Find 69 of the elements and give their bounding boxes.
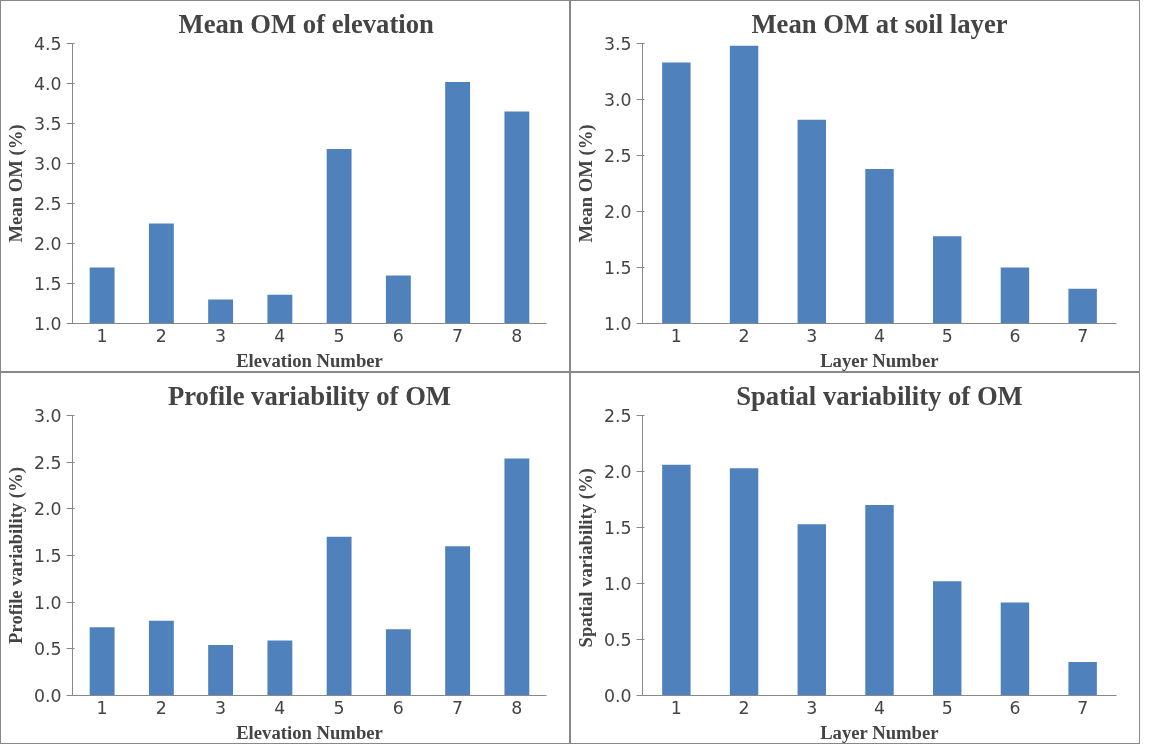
x-tick-label: 6 [1009, 697, 1021, 718]
y-tick-label: 2.5 [33, 194, 62, 214]
x-tick-label: 4 [274, 325, 286, 346]
chart-title: Mean OM at soil layer [751, 8, 1008, 39]
x-tick-label: 6 [1009, 325, 1021, 346]
x-tick-label: 5 [941, 697, 953, 718]
x-tick-label: 3 [215, 697, 227, 718]
chart-title: Profile variability of OM [167, 380, 452, 411]
x-tick-label: 2 [155, 697, 167, 718]
chart-title: Spatial variability of OM [736, 380, 1023, 411]
x-tick-label: 7 [1077, 325, 1089, 346]
y-tick-label: 1.5 [603, 518, 632, 538]
x-tick-label: 2 [738, 697, 750, 718]
y-tick-label: 1.0 [603, 314, 632, 334]
x-tick-label: 5 [333, 697, 345, 718]
x-tick-label: 7 [452, 325, 464, 346]
x-tick-label: 1 [670, 697, 682, 718]
x-tick-label: 6 [392, 325, 404, 346]
x-tick-label: 4 [873, 325, 886, 346]
x-tick-label: 7 [452, 697, 464, 718]
y-tick-label: 0.5 [603, 630, 632, 650]
y-tick-label: 3.5 [33, 114, 62, 134]
x-tick-label: 3 [215, 325, 227, 346]
y-tick-label: 2.0 [33, 234, 62, 254]
y-tick-label: 3.5 [603, 34, 632, 54]
y-axis-title: Spatial variability (%) [574, 468, 597, 648]
x-tick-label: 8 [511, 697, 523, 718]
x-tick-label: 3 [806, 325, 818, 346]
chart-title: Mean OM of elevation [178, 8, 435, 39]
y-axis-title: Mean OM (%) [574, 124, 597, 243]
x-axis-title: Elevation Number [236, 721, 383, 743]
y-axis-title: Mean OM (%) [4, 124, 27, 243]
y-tick-label: 2.0 [603, 202, 632, 222]
y-tick-label: 2.0 [33, 499, 62, 520]
y-tick-label: 3.0 [33, 154, 62, 174]
y-tick-label: 2.5 [603, 146, 632, 166]
x-tick-label: 1 [96, 697, 108, 718]
x-tick-label: 5 [333, 325, 345, 346]
x-tick-label: 2 [738, 325, 750, 346]
y-tick-label: 1.5 [33, 546, 62, 566]
y-tick-label: 4.0 [33, 74, 62, 94]
x-tick-label: 7 [1077, 697, 1089, 718]
y-tick-label: 1.5 [33, 274, 62, 294]
x-tick-label: 6 [392, 697, 404, 718]
x-axis-title: Elevation Number [236, 349, 383, 371]
y-tick-label: 3.0 [33, 406, 62, 426]
x-tick-label: 2 [155, 325, 167, 346]
y-tick-label: 3.0 [603, 90, 632, 110]
y-axis-title: Profile variability (%) [4, 467, 27, 644]
y-tick-label: 0.0 [33, 686, 62, 706]
x-tick-label: 3 [806, 697, 818, 718]
y-tick-label: 4.5 [33, 34, 62, 54]
y-tick-label: 1.0 [603, 574, 632, 594]
y-tick-label: 2.0 [603, 462, 632, 482]
y-tick-label: 0.0 [603, 686, 632, 706]
y-tick-label: 1.0 [33, 592, 62, 613]
y-tick-label: 2.5 [603, 406, 632, 426]
y-tick-label: 1.5 [603, 258, 632, 278]
x-tick-label: 8 [511, 325, 523, 346]
y-tick-label: 0.5 [33, 639, 62, 660]
x-axis-title: Layer Number [820, 349, 939, 371]
y-tick-label: 1.0 [33, 314, 62, 334]
x-tick-label: 4 [274, 697, 286, 718]
x-tick-label: 1 [670, 325, 682, 346]
x-tick-label: 5 [941, 325, 953, 346]
y-tick-label: 2.5 [33, 452, 62, 473]
x-tick-label: 1 [96, 325, 108, 346]
x-axis-title: Layer Number [820, 721, 939, 743]
x-tick-label: 4 [873, 697, 886, 718]
